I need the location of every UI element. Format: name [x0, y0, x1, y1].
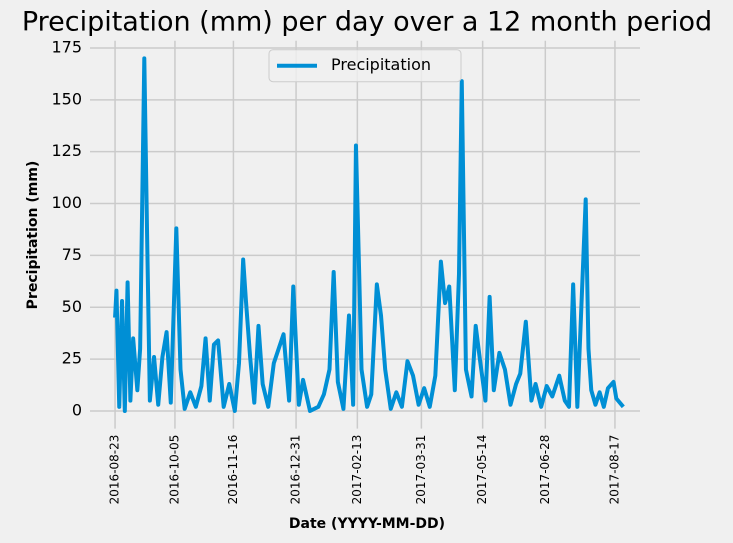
x-axis-label: Date (YYYY-MM-DD) — [289, 516, 445, 532]
y-tick-label: 0 — [72, 400, 82, 419]
legend: Precipitation — [268, 49, 462, 83]
x-tick-label: 2017-02-13 — [350, 435, 364, 505]
data-line — [113, 56, 625, 413]
x-tick-label: 2016-08-23 — [108, 435, 122, 505]
x-tick-label: 2016-10-05 — [167, 435, 181, 505]
y-tick-label: 25 — [62, 349, 82, 368]
y-tick-label: 150 — [51, 89, 82, 108]
x-tick-label: 2017-03-31 — [414, 435, 428, 505]
x-tick-label: 2017-05-14 — [475, 435, 489, 505]
chart-title: Precipitation (mm) per day over a 12 mon… — [22, 7, 712, 38]
y-tick-label: 75 — [62, 245, 82, 264]
x-tick-label: 2016-11-16 — [226, 435, 240, 505]
plot-area — [113, 56, 625, 413]
x-tick-label: 2017-08-17 — [607, 435, 621, 505]
legend-label: Precipitation — [331, 55, 431, 74]
y-tick-label: 100 — [51, 193, 82, 212]
legend-box — [268, 49, 462, 83]
y-tick-label: 125 — [51, 141, 82, 160]
y-axis-label: Precipitation (mm) — [25, 161, 41, 310]
x-tick-label: 2017-06-28 — [538, 435, 552, 505]
y-tick-label: 175 — [51, 37, 82, 56]
x-tick-label: 2016-12-31 — [289, 435, 303, 505]
y-tick-label: 50 — [62, 297, 82, 316]
